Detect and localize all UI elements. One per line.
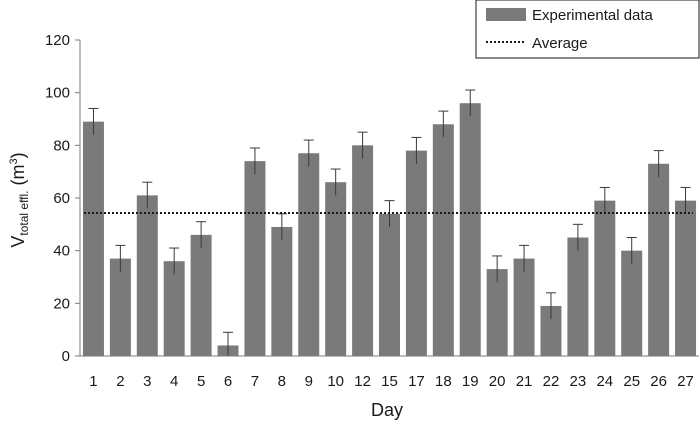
y-tick-labels: 0 20 40 60 80 100 120 [45, 32, 70, 365]
bar-day-2 [109, 258, 131, 356]
bar-day-23 [567, 237, 589, 356]
x-tick-label: 20 [489, 373, 506, 390]
bar-day-20 [486, 269, 508, 356]
bar-day-5 [190, 234, 212, 356]
y-axis-label-superscript: 3 [8, 158, 20, 164]
bar-day-10 [325, 182, 347, 356]
x-tick-label: 24 [596, 373, 613, 390]
y-axis-label: Vtotal effl. (m3) [8, 152, 31, 247]
x-tick-labels: 1 2 3 4 5 6 7 8 9 10 12 15 17 18 19 20 21 22 23 24 25 26 27 [89, 373, 694, 390]
y-axis-label-unit-close: ) [8, 152, 28, 158]
x-tick-label: 18 [435, 373, 452, 390]
x-tick-label: 21 [516, 373, 533, 390]
y-tick-label: 80 [53, 137, 70, 154]
x-tick-label: 25 [623, 373, 640, 390]
bar-day-1 [82, 121, 104, 356]
y-tick-label: 0 [62, 348, 70, 365]
x-tick-label: 23 [570, 373, 587, 390]
x-tick-label: 26 [650, 373, 667, 390]
x-tick-label: 17 [408, 373, 425, 390]
bar-day-8 [271, 226, 293, 356]
bar-day-25 [621, 250, 643, 356]
bar-day-19 [459, 103, 481, 356]
bar-day-26 [648, 163, 670, 356]
bar-day-24 [594, 200, 616, 356]
x-tick-label: 4 [170, 373, 178, 390]
bar-day-15 [379, 213, 400, 356]
bar-day-18 [432, 124, 454, 357]
x-tick-label: 8 [278, 373, 286, 390]
y-tick-label: 20 [53, 295, 70, 312]
x-axis-label: Day [371, 400, 403, 420]
x-tick-label: 15 [381, 373, 398, 390]
y-axis-label-main: V [8, 236, 28, 248]
x-tick-label: 19 [462, 373, 479, 390]
x-tick-label: 12 [354, 373, 371, 390]
bar-day-7 [244, 161, 266, 356]
bars-group [82, 103, 697, 357]
y-axis-label-subscript: total effl. [17, 190, 31, 235]
bar-day-9 [298, 153, 320, 356]
y-tick-label: 120 [45, 32, 70, 49]
y-tick-label: 40 [53, 243, 70, 260]
bar-day-3 [136, 195, 158, 356]
x-tick-label: 2 [116, 373, 124, 390]
x-tick-label: 22 [543, 373, 560, 390]
x-tick-label: 5 [197, 373, 205, 390]
legend-label-average: Average [532, 35, 588, 52]
y-tick-label: 100 [45, 85, 70, 102]
bar-day-4 [163, 261, 185, 356]
legend: Experimental data Average [475, 0, 700, 59]
error-bars-group [88, 89, 691, 356]
x-tick-label: 3 [143, 373, 151, 390]
x-tick-label: 7 [251, 373, 259, 390]
bar-day-12 [352, 145, 374, 356]
y-axis-label-unit-open: (m [8, 164, 28, 190]
legend-swatch-experimental [486, 8, 526, 21]
x-tick-label: 27 [677, 373, 694, 390]
bar-day-27 [675, 200, 697, 356]
bar-day-22 [540, 305, 562, 356]
x-tick-label: 1 [89, 373, 97, 390]
x-tick-label: 9 [305, 373, 313, 390]
x-tick-label: 6 [224, 373, 232, 390]
bar-day-17 [405, 150, 427, 356]
bar-day-21 [513, 258, 535, 356]
x-tick-label: 10 [327, 373, 344, 390]
y-tick-label: 60 [53, 190, 70, 207]
axes-group [75, 39, 699, 357]
legend-label-experimental: Experimental data [532, 7, 654, 24]
